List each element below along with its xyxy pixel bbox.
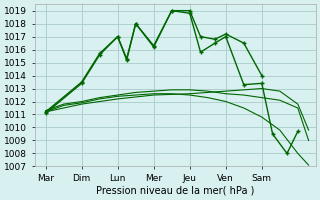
X-axis label: Pression niveau de la mer( hPa ): Pression niveau de la mer( hPa ) xyxy=(96,186,254,196)
